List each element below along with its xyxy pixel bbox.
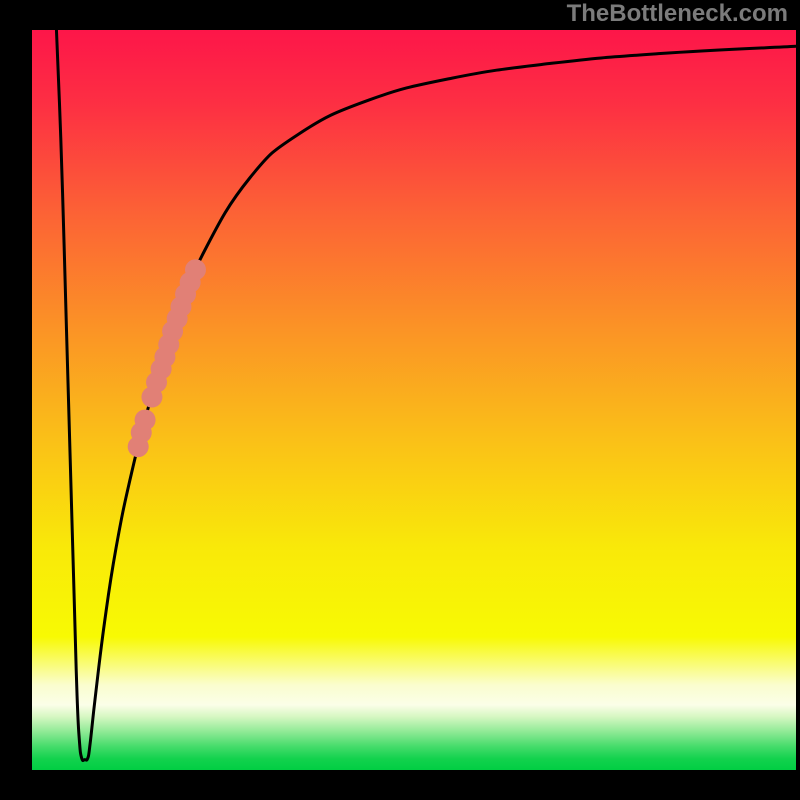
data-marker bbox=[185, 259, 206, 280]
chart-frame: TheBottleneck.com bbox=[0, 0, 800, 800]
watermark-label: TheBottleneck.com bbox=[567, 0, 788, 28]
bottleneck-chart bbox=[0, 0, 800, 800]
data-marker bbox=[135, 409, 156, 430]
